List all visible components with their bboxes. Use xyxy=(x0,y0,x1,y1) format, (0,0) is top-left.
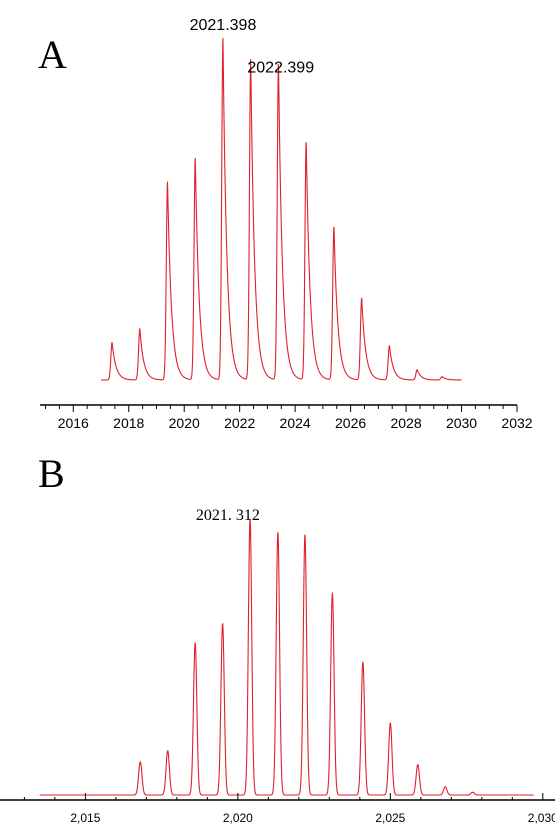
panel-a-spectrum: A 2016 2018 2020 2022 2024 2026 2028 2030 2032 2… xyxy=(38,17,533,431)
panel-a-trace xyxy=(100,37,462,381)
x-tick-label: 2024 xyxy=(280,415,311,431)
panel-b-annotations: 2021. 312 xyxy=(196,507,260,524)
x-tick-label: 2,030 xyxy=(528,811,555,825)
panel-b-x-ticks: 2,015 2,020 2,025 2,030 xyxy=(23,793,555,825)
x-tick-label: 2030 xyxy=(446,415,477,431)
x-tick-label: 2032 xyxy=(501,415,532,431)
panel-a-annotations: 2021.398 2022.399 xyxy=(190,17,315,77)
peak-annotation: 2021. 312 xyxy=(196,507,260,524)
peak-annotation: 2022.399 xyxy=(247,60,314,77)
x-tick-label: 2016 xyxy=(58,415,89,431)
panel-a-x-ticks: 2016 2018 2020 2022 2024 2026 2028 2030 2032 xyxy=(45,405,533,431)
x-tick-label: 2,015 xyxy=(70,811,100,825)
x-tick-label: 2018 xyxy=(113,415,144,431)
x-tick-label: 2,020 xyxy=(223,811,253,825)
x-tick-label: 2022 xyxy=(224,415,255,431)
x-tick-label: 2020 xyxy=(169,415,200,431)
x-tick-label: 2028 xyxy=(390,415,421,431)
panel-b-spectrum: B 2,015 2,020 2,025 2,030 2021. 312 xyxy=(0,451,555,825)
panel-b-trace xyxy=(39,518,534,796)
panel-a-label: A xyxy=(38,32,67,77)
panel-b-label: B xyxy=(38,451,65,496)
x-tick-label: 2026 xyxy=(335,415,366,431)
x-tick-label: 2,025 xyxy=(375,811,405,825)
peak-annotation: 2021.398 xyxy=(190,17,257,34)
